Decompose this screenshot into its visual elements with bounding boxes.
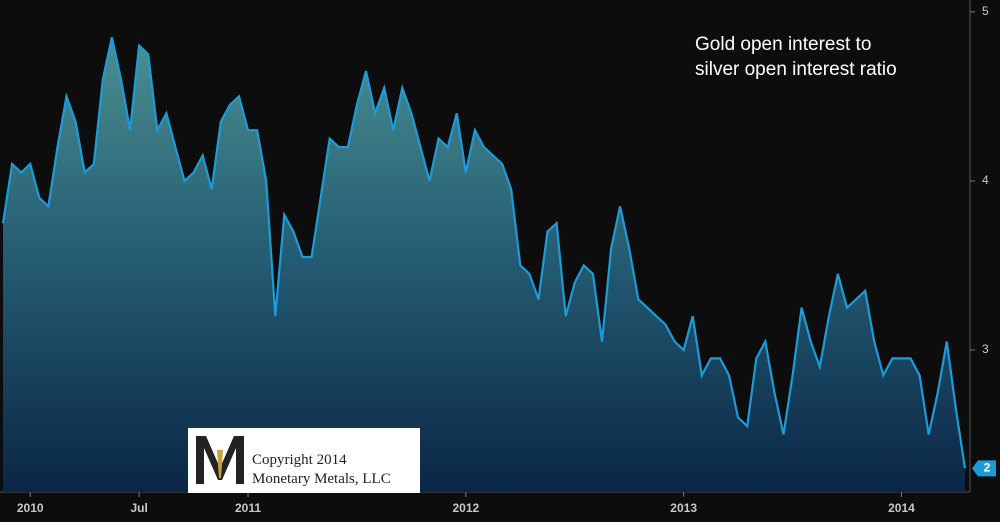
watermark: Copyright 2014 Monetary Metals, LLC: [188, 428, 420, 493]
x-tick-label: 2014: [888, 501, 915, 515]
area: [3, 37, 965, 492]
y-tick-label: 4: [982, 173, 989, 187]
watermark-line: Copyright 2014: [252, 452, 347, 468]
line: [1, 36, 967, 469]
annotation: Gold open interest to silver open intere…: [695, 34, 897, 80]
x-tick-label: 2012: [452, 501, 479, 515]
x-tick-label: 2011: [235, 501, 261, 515]
watermark-line: Monetary Metals, LLC: [252, 471, 391, 487]
logo: [196, 436, 244, 484]
x-tick-label: 2013: [670, 501, 697, 515]
x-tick-label: Jul: [130, 501, 147, 515]
y-tick-label: 5: [982, 4, 989, 18]
end-label: 2: [984, 461, 991, 475]
y-tick-label: 3: [982, 342, 989, 356]
end-marker: [972, 460, 996, 477]
x-tick-label: 2010: [17, 501, 44, 515]
